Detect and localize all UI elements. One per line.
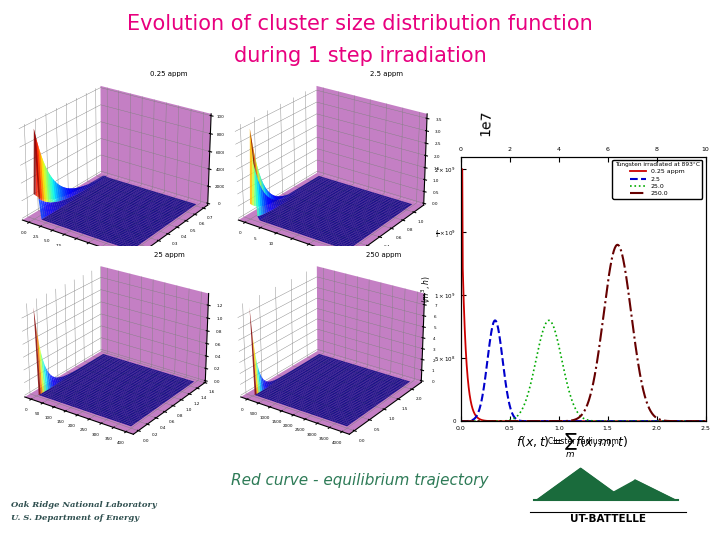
Line: 0.25 appm: 0.25 appm [461, 169, 706, 421]
Line: 2.5: 2.5 [461, 320, 706, 421]
250.0 [602, 289, 611, 295]
2.5 [657, 418, 666, 424]
Line: 250.0: 250.0 [461, 245, 706, 421]
Text: 250 appm: 250 appm [366, 252, 401, 258]
Text: Oak Ridge National Laboratory: Oak Ridge National Laboratory [11, 501, 156, 509]
25.0 [657, 418, 666, 424]
250.0 [657, 417, 666, 423]
Y-axis label: $(m^3, h)$: $(m^3, h)$ [420, 275, 433, 303]
25.0 [696, 418, 705, 424]
25.0 [603, 418, 611, 424]
Text: 25 appm: 25 appm [155, 252, 185, 258]
Text: U. S. Department of Energy: U. S. Department of Energy [11, 515, 139, 522]
2.5 [603, 418, 611, 424]
0.25 appm [602, 418, 611, 424]
2.5 [573, 418, 582, 424]
2.5 [491, 317, 500, 323]
0.25 appm [701, 418, 710, 424]
2.5 [590, 418, 598, 424]
Text: 0.25 appm: 0.25 appm [150, 71, 187, 77]
0.25 appm [696, 418, 704, 424]
Text: during 1 step irradiation: during 1 step irradiation [233, 46, 487, 66]
25.0 [590, 418, 598, 424]
Polygon shape [600, 481, 674, 500]
2.5 [456, 418, 465, 424]
250.0 [589, 380, 598, 386]
Text: Evolution of cluster size distribution function: Evolution of cluster size distribution f… [127, 14, 593, 33]
250.0 [456, 418, 465, 424]
250.0 [701, 418, 710, 424]
Legend: 0.25 appm, 2.5, 25.0, 250.0: 0.25 appm, 2.5, 25.0, 250.0 [613, 160, 703, 199]
Text: Red curve - equilibrium trajectory: Red curve - equilibrium trajectory [231, 473, 489, 488]
25.0 [701, 418, 710, 424]
25.0 [575, 411, 583, 417]
0.25 appm [575, 418, 583, 424]
Text: 2.5 appm: 2.5 appm [370, 71, 403, 77]
Text: $f(x,t) = \sum_{m} f(x,m,t)$: $f(x,t) = \sum_{m} f(x,m,t)$ [516, 432, 629, 460]
250.0 [613, 241, 621, 248]
250.0 [572, 415, 581, 422]
25.0 [456, 418, 465, 424]
0.25 appm [456, 166, 465, 172]
2.5 [575, 418, 583, 424]
250.0 [575, 415, 583, 421]
0.25 appm [657, 418, 666, 424]
25.0 [573, 409, 582, 416]
0.25 appm [572, 418, 581, 424]
2.5 [696, 418, 705, 424]
Text: UT-BATTELLE: UT-BATTELLE [570, 514, 646, 524]
X-axis label: Cluster radius, nm: Cluster radius, nm [548, 437, 618, 445]
250.0 [696, 418, 705, 424]
0.25 appm [589, 418, 598, 424]
25.0 [545, 317, 554, 323]
Line: 25.0: 25.0 [461, 320, 706, 421]
2.5 [701, 418, 710, 424]
Polygon shape [538, 469, 624, 500]
